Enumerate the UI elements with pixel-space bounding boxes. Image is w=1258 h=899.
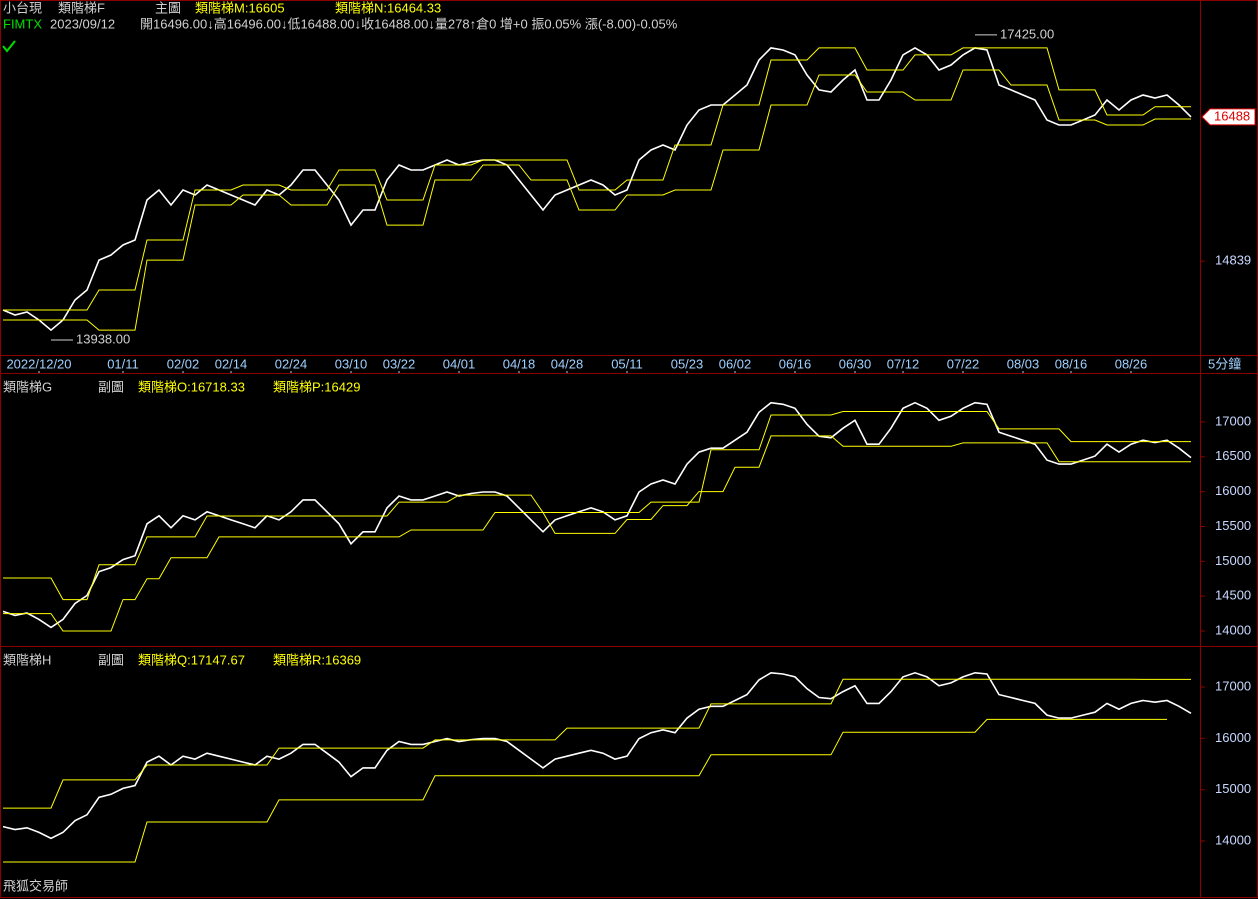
x-tick-label: 04/01	[443, 356, 476, 371]
indicator-name: 類階梯H	[3, 652, 51, 667]
y-tick-label: 17000	[1215, 678, 1251, 693]
last-price-label: 16488	[1214, 108, 1250, 123]
x-tick-label: 06/02	[719, 356, 752, 371]
indicator-name: 類階梯F	[58, 0, 105, 15]
x-tick-label: 02/14	[215, 356, 248, 371]
annotation: 17425.00	[1000, 26, 1054, 41]
panel-label: 主圖	[155, 0, 181, 15]
y-tick-label: 14000	[1215, 832, 1251, 847]
legend-entry: 類階梯Q:17147.67	[138, 652, 245, 667]
chart-title: 小台現	[3, 0, 42, 15]
quote: 開16496.00↓高16496.00↓低16488.00↓收16488.00↓…	[140, 16, 678, 31]
y-tick-label: 14000	[1215, 622, 1251, 637]
annotation: 13938.00	[76, 331, 130, 346]
date: 2023/09/12	[50, 16, 115, 31]
plot	[2, 46, 1192, 332]
x-tick-label: 06/30	[839, 356, 872, 371]
footer: 飛狐交易師	[3, 878, 68, 893]
symbol: FIMTX	[3, 16, 42, 31]
plot	[2, 401, 1192, 632]
legend-entry: 類階梯M:16605	[195, 0, 285, 15]
last-price-tag	[1201, 108, 1256, 126]
legend-entry: 類階梯N:16464.33	[335, 0, 441, 15]
indicator-line	[3, 47, 1191, 311]
y-tick-label: 16000	[1215, 483, 1251, 498]
interval: 5分鐘	[1208, 356, 1241, 371]
price-line	[2, 671, 1192, 840]
x-tick-label: 03/22	[383, 356, 416, 371]
indicator-line	[3, 718, 1167, 863]
legend-entry: 類階梯O:16718.33	[138, 379, 245, 394]
y-tick-label: 15500	[1215, 518, 1251, 533]
price-line	[2, 401, 1192, 629]
x-tick-label: 05/23	[671, 356, 704, 371]
x-tick-label: 2022/12/20	[6, 356, 71, 371]
x-tick-label: 03/10	[335, 356, 368, 371]
x-tick-label: 07/12	[887, 356, 920, 371]
x-tick-label: 02/24	[275, 356, 308, 371]
y-tick-label: 14839	[1215, 253, 1251, 268]
x-tick-label: 08/16	[1055, 356, 1088, 371]
indicator-line	[3, 411, 1191, 601]
indicator-line	[3, 678, 1191, 809]
y-tick-label: 15000	[1215, 781, 1251, 796]
x-tick-label: 08/26	[1115, 356, 1148, 371]
x-tick-label: 07/22	[947, 356, 980, 371]
x-tick-label: 05/11	[611, 356, 643, 371]
indicator-line	[3, 69, 1191, 331]
x-tick-label: 02/02	[167, 356, 200, 371]
x-tick-label: 04/18	[503, 356, 536, 371]
x-tick-label: 08/03	[1007, 356, 1040, 371]
y-tick-label: 14500	[1215, 588, 1251, 603]
legend-entry: 類階梯P:16429	[273, 379, 360, 394]
plot	[2, 671, 1192, 863]
check-icon	[2, 40, 16, 53]
y-tick-label: 17000	[1215, 413, 1251, 428]
y-tick-label: 16000	[1215, 730, 1251, 745]
panel-label: 副圖	[98, 379, 124, 394]
x-tick-label: 06/16	[779, 356, 812, 371]
indicator-name: 類階梯G	[3, 379, 52, 394]
y-tick-label: 16500	[1215, 448, 1251, 463]
x-tick-label: 01/11	[107, 356, 139, 371]
y-tick-label: 15000	[1215, 553, 1251, 568]
x-tick-label: 04/28	[551, 356, 584, 371]
indicator-line	[3, 435, 1191, 632]
legend-entry: 類階梯R:16369	[273, 652, 361, 667]
panel-label: 副圖	[98, 652, 124, 667]
